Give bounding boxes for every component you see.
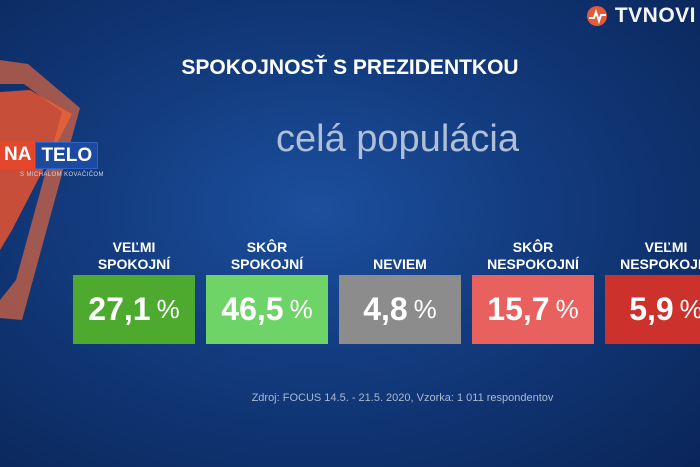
category-label-line2: NESPOKOJNÍ bbox=[487, 256, 579, 272]
show-logo: NA TELO bbox=[0, 142, 99, 169]
bar-tile: 15,7% bbox=[472, 275, 594, 344]
category-label-line2: NEVIEM bbox=[373, 256, 427, 272]
category-label-line2: SPOKOJNÍ bbox=[97, 256, 171, 272]
chart-title: SPOKOJNOSŤ S PREZIDENTKOU bbox=[181, 56, 519, 79]
bar-value-label: 4,8 bbox=[363, 291, 408, 327]
source-note: Zdroj: FOCUS 14.5. - 21.5. 2020, Vzorka:… bbox=[251, 392, 554, 404]
orange-frame-shape bbox=[0, 90, 72, 250]
bar-tile: 4,8% bbox=[339, 275, 461, 344]
chart-subtitle: celá populácia bbox=[276, 118, 519, 160]
category-label: VEĽMI SPOKOJNÍ bbox=[73, 239, 195, 273]
category-label: NEVIEM bbox=[339, 239, 461, 273]
bar-tile: 27,1% bbox=[73, 275, 195, 344]
category-label: VEĽMINESPOKOJNÍ bbox=[605, 239, 700, 273]
category-label: SKÔR SPOKOJNÍ bbox=[206, 239, 328, 273]
bar-unit-label: % bbox=[289, 294, 313, 324]
bar-unit-label: % bbox=[413, 294, 437, 324]
bar-value-label: 5,9 bbox=[629, 291, 674, 327]
show-subtitle: S MICHALOM KOVAČIČOM bbox=[20, 172, 104, 178]
category-label-line1: VEĽMI bbox=[644, 239, 688, 255]
channel-brand: TVNOVI bbox=[585, 4, 696, 28]
bar-tile: 46,5% bbox=[206, 275, 328, 344]
tvnoviny-logo-icon bbox=[586, 6, 607, 26]
category-label-line1: VEĽMI bbox=[112, 239, 156, 255]
category-label-line2: SPOKOJNÍ bbox=[230, 256, 304, 272]
bar-unit-label: % bbox=[156, 294, 180, 324]
brand-name: TVNOVI bbox=[614, 4, 696, 27]
category-label: SKÔR NESPOKOJNÍ bbox=[472, 239, 594, 273]
bar-value-label: 27,1 bbox=[88, 291, 151, 327]
show-logo-telo: TELO bbox=[35, 142, 99, 169]
orange-frame-outline bbox=[0, 60, 80, 320]
bar-tile: 5,9% bbox=[605, 275, 700, 344]
bar-value-label: 46,5 bbox=[221, 291, 284, 327]
category-label-line2: NESPOKOJNÍ bbox=[620, 256, 700, 272]
category-label-line1: SKÔR bbox=[246, 239, 288, 255]
bar-unit-label: % bbox=[555, 294, 579, 324]
category-label-line1 bbox=[339, 239, 461, 256]
show-logo-na: NA bbox=[0, 142, 36, 169]
category-label-line1: SKÔR bbox=[512, 239, 554, 255]
bar-value-label: 15,7 bbox=[487, 291, 550, 327]
bar-unit-label: % bbox=[680, 294, 700, 325]
